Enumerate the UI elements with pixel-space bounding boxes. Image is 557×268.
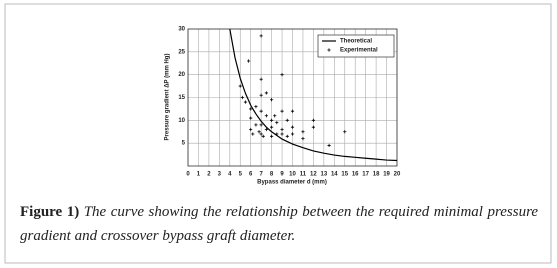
legend-label: Experimental bbox=[340, 48, 378, 54]
data-point bbox=[259, 123, 263, 127]
data-point bbox=[261, 134, 265, 138]
x-tick-label: 6 bbox=[249, 172, 253, 178]
x-tick-label: 20 bbox=[394, 172, 401, 178]
data-point bbox=[238, 84, 242, 88]
theoretical-curve bbox=[229, 28, 398, 162]
data-point bbox=[270, 98, 274, 102]
data-point bbox=[251, 132, 255, 136]
x-tick-label: 4 bbox=[228, 172, 232, 178]
x-tick-label: 7 bbox=[259, 172, 263, 178]
legend-box bbox=[317, 34, 395, 58]
y-axis-label: Pressure gradient ΔP (mm Hg) bbox=[165, 54, 171, 141]
y-tick-label: 20 bbox=[178, 72, 185, 78]
x-tick-label: 12 bbox=[310, 172, 317, 178]
data-point bbox=[240, 95, 244, 100]
data-point bbox=[285, 134, 289, 138]
data-point bbox=[249, 116, 253, 120]
x-tick-label: 15 bbox=[341, 172, 348, 178]
x-axis-label: Bypass diameter d (mm) bbox=[257, 180, 327, 186]
data-point bbox=[254, 105, 258, 109]
data-point bbox=[243, 100, 248, 104]
x-tick-label: 18 bbox=[373, 172, 380, 178]
data-point bbox=[257, 130, 261, 134]
x-tick-label: 16 bbox=[352, 172, 359, 178]
data-point bbox=[275, 121, 279, 125]
data-point bbox=[275, 132, 279, 136]
x-tick-label: 1 bbox=[197, 172, 201, 178]
data-point bbox=[249, 107, 253, 111]
y-tick-label: 5 bbox=[182, 141, 186, 147]
x-tick-label: 17 bbox=[362, 172, 369, 178]
x-tick-label: 5 bbox=[239, 172, 243, 178]
x-tick-label: 0 bbox=[186, 172, 190, 178]
y-tick-label: 10 bbox=[178, 118, 185, 124]
x-tick-label: 19 bbox=[383, 172, 390, 178]
data-point bbox=[311, 125, 315, 129]
data-point bbox=[259, 93, 263, 97]
data-point bbox=[249, 127, 253, 132]
data-point bbox=[290, 109, 295, 113]
data-point bbox=[259, 77, 263, 81]
data-point bbox=[264, 127, 268, 132]
x-tick-label: 13 bbox=[321, 172, 328, 178]
frame bbox=[4, 3, 552, 264]
plot-border bbox=[187, 28, 398, 167]
caption: Figure 1) The curve showing the relation… bbox=[20, 200, 538, 248]
data-point bbox=[273, 114, 277, 118]
x-tick-label: 14 bbox=[331, 172, 338, 178]
data-point bbox=[280, 73, 284, 77]
x-tick-label: 2 bbox=[207, 172, 211, 178]
legend-label: Theoretical bbox=[340, 39, 372, 45]
data-point bbox=[270, 118, 274, 122]
data-point bbox=[290, 125, 295, 129]
data-point bbox=[264, 114, 268, 118]
data-point bbox=[280, 127, 284, 132]
data-point bbox=[327, 143, 331, 148]
caption-text: The curve showing the relationship betwe… bbox=[20, 204, 539, 244]
data-point bbox=[259, 132, 263, 136]
data-point bbox=[301, 130, 305, 134]
data-point bbox=[254, 123, 258, 127]
data-point bbox=[247, 59, 251, 63]
y-tick-label: 25 bbox=[178, 49, 185, 55]
x-tick-label: 9 bbox=[280, 172, 284, 178]
data-point bbox=[259, 34, 263, 38]
legend-marker bbox=[327, 48, 331, 52]
x-tick-label: 10 bbox=[289, 172, 296, 178]
data-point bbox=[270, 125, 274, 129]
data-point bbox=[259, 109, 263, 113]
data-point bbox=[264, 91, 268, 95]
data-point bbox=[285, 118, 289, 122]
x-tick-label: 11 bbox=[300, 172, 307, 178]
data-point bbox=[301, 137, 305, 141]
data-point bbox=[280, 109, 284, 113]
x-tick-label: 3 bbox=[218, 172, 222, 178]
data-point bbox=[270, 134, 274, 138]
caption-label: Figure 1) bbox=[20, 204, 80, 220]
data-point bbox=[311, 118, 315, 122]
data-point bbox=[343, 130, 347, 134]
x-tick-label: 8 bbox=[270, 172, 274, 178]
y-tick-label: 15 bbox=[178, 95, 185, 101]
y-tick-label: 30 bbox=[178, 27, 185, 33]
data-point bbox=[280, 132, 284, 136]
data-point bbox=[290, 132, 295, 136]
